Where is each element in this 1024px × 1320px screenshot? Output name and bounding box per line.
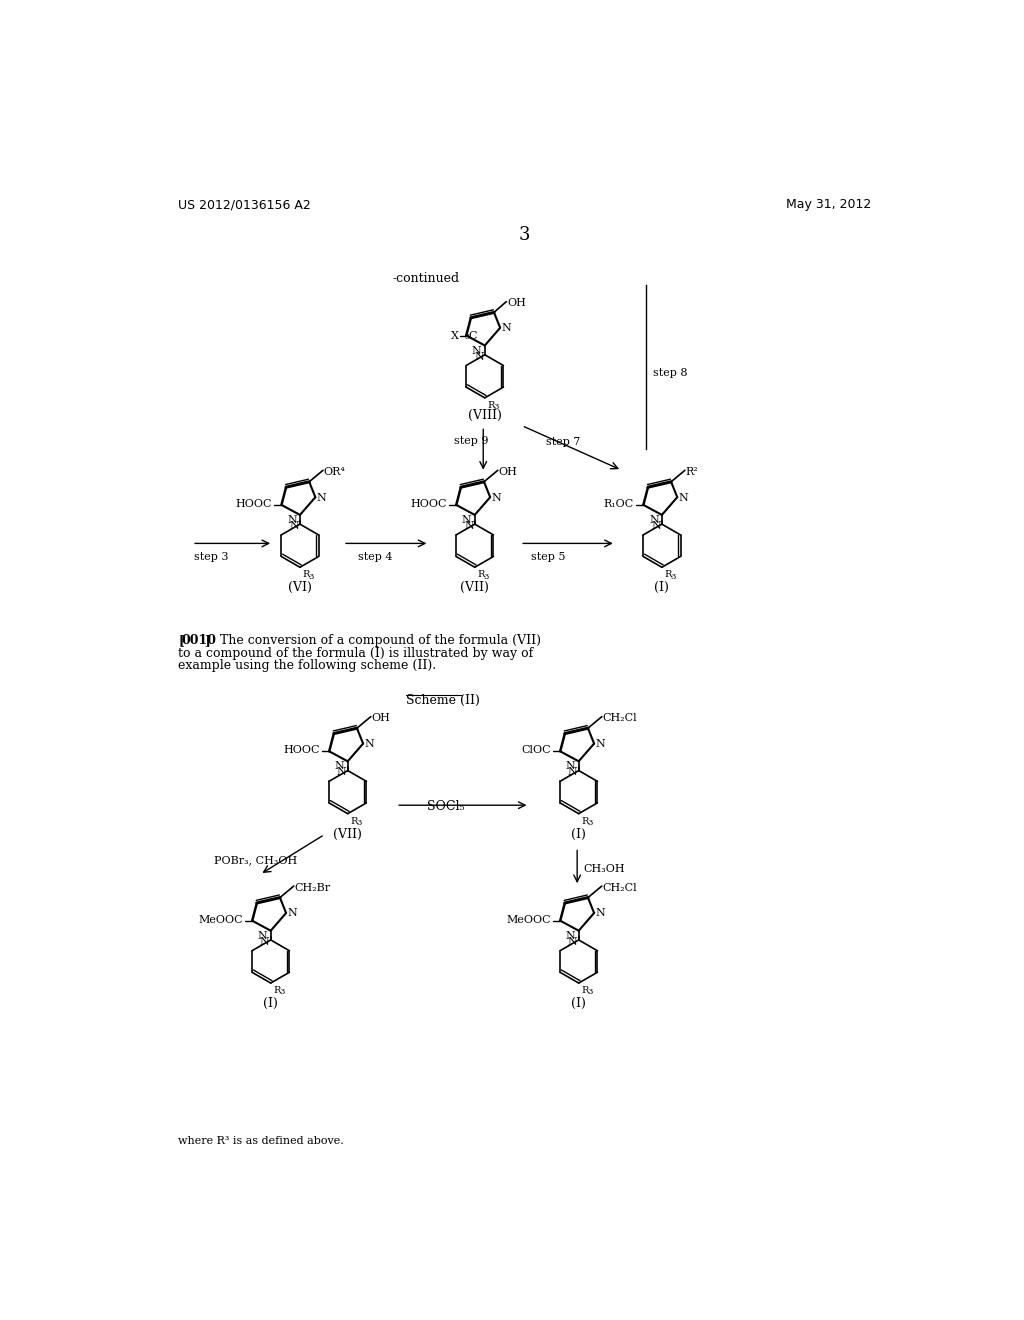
Text: N: N bbox=[260, 937, 269, 946]
Text: HOOC: HOOC bbox=[284, 744, 319, 755]
Text: step 8: step 8 bbox=[652, 368, 687, 378]
Text: N: N bbox=[258, 931, 267, 941]
Text: N: N bbox=[492, 492, 502, 503]
Text: OH: OH bbox=[507, 298, 526, 308]
Text: N: N bbox=[651, 521, 660, 531]
Text: N: N bbox=[335, 762, 345, 771]
Text: 3: 3 bbox=[587, 989, 593, 997]
Text: step 9: step 9 bbox=[454, 436, 488, 446]
Text: N: N bbox=[316, 492, 327, 503]
Text: OR⁴: OR⁴ bbox=[324, 467, 346, 477]
Text: (VII): (VII) bbox=[333, 828, 362, 841]
Text: HOOC: HOOC bbox=[411, 499, 447, 508]
Text: ]: ] bbox=[205, 635, 210, 647]
Text: N: N bbox=[464, 521, 474, 531]
Text: (VII): (VII) bbox=[461, 581, 489, 594]
Text: (VI): (VI) bbox=[288, 581, 312, 594]
Text: HOOC: HOOC bbox=[236, 499, 272, 508]
Text: N: N bbox=[596, 739, 605, 748]
Text: step 5: step 5 bbox=[531, 552, 565, 562]
Text: N: N bbox=[365, 739, 375, 748]
Text: 3: 3 bbox=[465, 333, 470, 341]
Text: C: C bbox=[469, 331, 477, 341]
Text: N: N bbox=[502, 323, 511, 333]
Text: N: N bbox=[679, 492, 688, 503]
Text: step 7: step 7 bbox=[547, 437, 581, 447]
Text: X: X bbox=[451, 331, 459, 341]
Text: R: R bbox=[581, 986, 589, 995]
Text: (VIII): (VIII) bbox=[468, 409, 502, 421]
Text: 3: 3 bbox=[483, 573, 488, 581]
Text: The conversion of a compound of the formula (VII): The conversion of a compound of the form… bbox=[208, 635, 542, 647]
Text: example using the following scheme (II).: example using the following scheme (II). bbox=[178, 659, 436, 672]
Text: N: N bbox=[472, 346, 481, 355]
Text: ClOC: ClOC bbox=[521, 744, 551, 755]
Text: [: [ bbox=[178, 635, 184, 647]
Text: step 3: step 3 bbox=[195, 552, 229, 562]
Text: 0010: 0010 bbox=[181, 635, 216, 647]
Text: SOCl₅: SOCl₅ bbox=[427, 800, 465, 813]
Text: N: N bbox=[649, 515, 658, 525]
Text: CH₂Cl: CH₂Cl bbox=[602, 883, 637, 892]
Text: (I): (I) bbox=[571, 997, 586, 1010]
Text: OH: OH bbox=[372, 713, 390, 723]
Text: R₁OC: R₁OC bbox=[604, 499, 634, 508]
Text: N: N bbox=[566, 931, 575, 941]
Text: R: R bbox=[487, 401, 495, 411]
Text: May 31, 2012: May 31, 2012 bbox=[786, 198, 871, 211]
Text: N: N bbox=[568, 937, 578, 946]
Text: N: N bbox=[337, 767, 347, 777]
Text: N: N bbox=[287, 515, 297, 525]
Text: 3: 3 bbox=[308, 573, 313, 581]
Text: (I): (I) bbox=[263, 997, 279, 1010]
Text: N: N bbox=[289, 521, 299, 531]
Text: 3: 3 bbox=[587, 818, 593, 828]
Text: POBr₃, CH₃OH: POBr₃, CH₃OH bbox=[214, 855, 297, 865]
Text: 3: 3 bbox=[519, 226, 530, 244]
Text: CH₃OH: CH₃OH bbox=[584, 863, 625, 874]
Text: R: R bbox=[665, 570, 672, 579]
Text: -continued: -continued bbox=[392, 272, 460, 285]
Text: to a compound of the formula (I) is illustrated by way of: to a compound of the formula (I) is illu… bbox=[178, 647, 534, 660]
Text: CH₂Cl: CH₂Cl bbox=[602, 713, 637, 723]
Text: N: N bbox=[596, 908, 605, 919]
Text: 3: 3 bbox=[356, 818, 361, 828]
Text: R: R bbox=[273, 986, 281, 995]
Text: N: N bbox=[474, 351, 483, 362]
Text: MeOOC: MeOOC bbox=[199, 915, 243, 924]
Text: N: N bbox=[462, 515, 472, 525]
Text: R²: R² bbox=[686, 467, 698, 477]
Text: step 4: step 4 bbox=[358, 552, 393, 562]
Text: (I): (I) bbox=[654, 581, 670, 594]
Text: Scheme (II): Scheme (II) bbox=[407, 693, 480, 706]
Text: where R³ is as defined above.: where R³ is as defined above. bbox=[178, 1137, 344, 1146]
Text: MeOOC: MeOOC bbox=[506, 915, 551, 924]
Text: (I): (I) bbox=[571, 828, 586, 841]
Text: N: N bbox=[566, 762, 575, 771]
Text: US 2012/0136156 A2: US 2012/0136156 A2 bbox=[178, 198, 311, 211]
Text: 3: 3 bbox=[671, 573, 676, 581]
Text: R: R bbox=[302, 570, 309, 579]
Text: R: R bbox=[581, 817, 589, 826]
Text: N: N bbox=[568, 767, 578, 777]
Text: 3: 3 bbox=[494, 404, 499, 412]
Text: N: N bbox=[288, 908, 297, 919]
Text: 3: 3 bbox=[280, 989, 285, 997]
Text: R: R bbox=[477, 570, 484, 579]
Text: R: R bbox=[350, 817, 357, 826]
Text: CH₂Br: CH₂Br bbox=[295, 883, 331, 892]
Text: OH: OH bbox=[499, 467, 517, 477]
